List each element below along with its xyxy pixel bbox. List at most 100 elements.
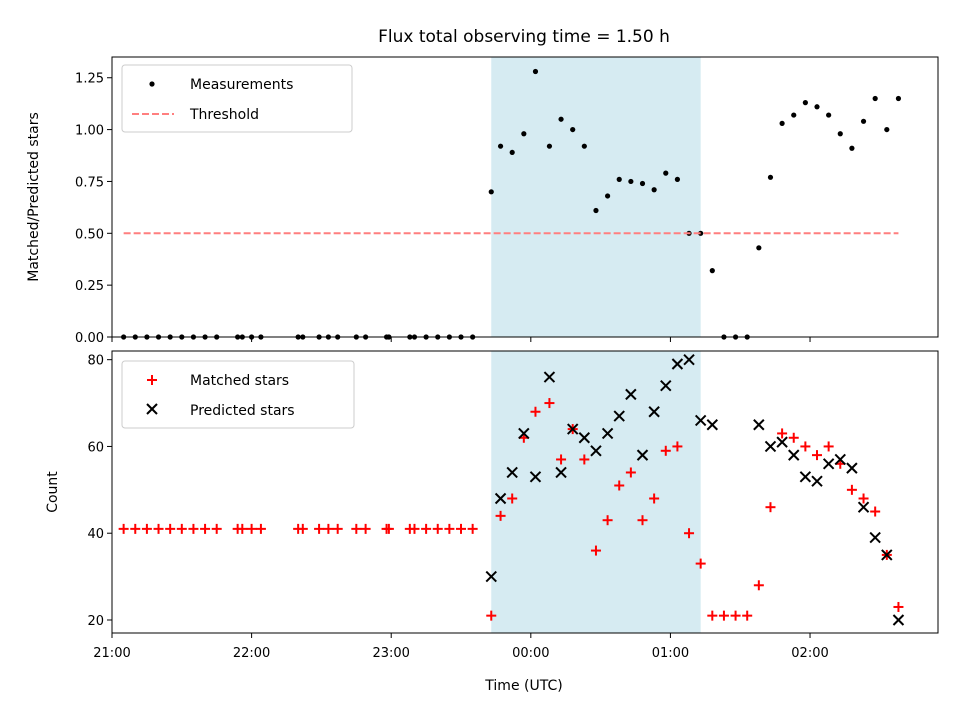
matched-stars-point — [297, 523, 308, 534]
matched-stars-point — [858, 493, 869, 504]
matched-stars-point — [707, 610, 718, 621]
predicted-stars-point — [566, 423, 579, 435]
predicted-stars-point — [555, 466, 567, 479]
matched-stars-point — [893, 601, 904, 612]
matched-stars-point — [788, 432, 799, 443]
predicted-stars-point — [694, 414, 707, 427]
measurements-point — [593, 207, 599, 214]
legend-threshold-label: Threshold — [189, 107, 259, 123]
predicted-stars-point — [648, 406, 660, 418]
matched-stars-point — [211, 523, 222, 534]
predicted-stars-point — [799, 471, 812, 483]
measurements-point — [532, 68, 539, 75]
matched-stars-point — [383, 523, 394, 534]
x-tick-label: 01:00 — [652, 646, 689, 661]
x-tick-label: 22:00 — [233, 646, 270, 661]
measurements-point — [884, 126, 890, 133]
predicted-stars-point — [822, 458, 835, 470]
matched-stars-point — [176, 523, 187, 534]
predicted-stars-point — [590, 445, 602, 457]
matched-stars-point — [188, 523, 199, 534]
matched-stars-point — [141, 523, 152, 534]
observing-interval-shade — [491, 57, 701, 337]
matched-stars-point — [409, 523, 420, 534]
matched-stars-point — [846, 484, 857, 495]
counts-legend-box — [121, 360, 355, 429]
measurements-point — [814, 104, 820, 110]
predicted-stars-point — [485, 570, 497, 583]
y-tick-label: 0.00 — [75, 331, 104, 346]
measurements-point — [767, 174, 774, 180]
matched-stars-point — [323, 523, 334, 534]
x-tick-label: 23:00 — [372, 646, 409, 661]
matched-stars-point — [556, 454, 567, 465]
matched-stars-point — [456, 523, 467, 534]
legend-measurements-label: Measurements — [190, 77, 293, 93]
matched-stars-point — [718, 610, 729, 621]
legend-matched-marker — [147, 375, 157, 385]
measurements-point — [779, 120, 785, 126]
matched-stars-point — [314, 523, 325, 534]
ratio-legend: Measurements Threshold — [121, 64, 353, 133]
matched-stars-point — [165, 523, 176, 534]
observing-interval-shade — [491, 351, 701, 633]
predicted-stars-point — [636, 449, 649, 461]
matched-stars-point — [507, 493, 518, 504]
measurements-point — [581, 143, 587, 149]
matched-stars-point — [130, 523, 141, 534]
measurements-point — [709, 268, 715, 274]
legend-predicted-marker — [146, 403, 158, 415]
predicted-stars-point — [776, 436, 788, 448]
y-tick-label: 0.25 — [75, 279, 104, 294]
predicted-stars-point — [892, 614, 905, 626]
x-tick-label: 00:00 — [512, 646, 549, 661]
matched-stars-point — [467, 523, 478, 534]
ratio-y-axis-label: Matched/Predicted stars — [26, 112, 42, 282]
matched-stars-point — [753, 580, 764, 591]
matched-stars-point — [812, 450, 823, 461]
matched-stars-point — [432, 523, 443, 534]
y-tick-label: 1.25 — [75, 72, 104, 87]
counts-y-axis-label: Count — [45, 471, 61, 513]
predicted-stars-point — [834, 453, 846, 466]
matched-stars-point — [870, 506, 881, 517]
predicted-stars-point — [625, 388, 637, 401]
counts-plot-frame — [111, 350, 939, 634]
matched-stars-point — [823, 441, 834, 452]
matched-stars-point — [637, 515, 648, 526]
predicted-stars-point — [506, 466, 518, 479]
predicted-stars-point — [753, 419, 765, 431]
predicted-stars-point — [857, 501, 870, 513]
matched-stars-point — [118, 523, 129, 534]
measurements-point — [570, 126, 576, 133]
ratio-panel: 0.00 0.25 0.50 0.75 1.00 1.25 Matched/Predict… — [26, 56, 939, 346]
y-tick-label: 0.75 — [75, 175, 104, 190]
measurements-point — [521, 131, 527, 137]
predicted-stars-point — [881, 549, 893, 561]
y-tick-label: 40 — [87, 527, 104, 542]
predicted-stars-point — [683, 353, 695, 366]
predicted-stars-point — [613, 410, 625, 422]
measurements-point — [558, 116, 564, 122]
y-tick-label: 0.50 — [75, 227, 104, 242]
predicted-stars-point — [788, 449, 800, 461]
matched-stars-point — [625, 467, 636, 478]
predicted-stars-point — [601, 427, 614, 440]
predicted-stars-point — [543, 371, 556, 383]
measurements-point — [837, 131, 843, 137]
measurements-point — [849, 145, 855, 151]
y-tick-label: 60 — [87, 440, 104, 455]
matched-stars-point — [684, 528, 695, 539]
measurements-point — [860, 118, 867, 124]
matched-stars-point — [486, 610, 497, 621]
measurements-point — [663, 170, 669, 176]
x-axis-label: Time (UTC) — [484, 678, 562, 694]
matched-stars-point — [777, 428, 788, 439]
matched-stars-point — [530, 406, 541, 417]
matched-stars-point — [602, 515, 613, 526]
matched-stars-point — [255, 523, 266, 534]
measurements-point — [791, 112, 797, 118]
measurements-point — [639, 180, 646, 187]
predicted-stars-point — [529, 471, 542, 483]
